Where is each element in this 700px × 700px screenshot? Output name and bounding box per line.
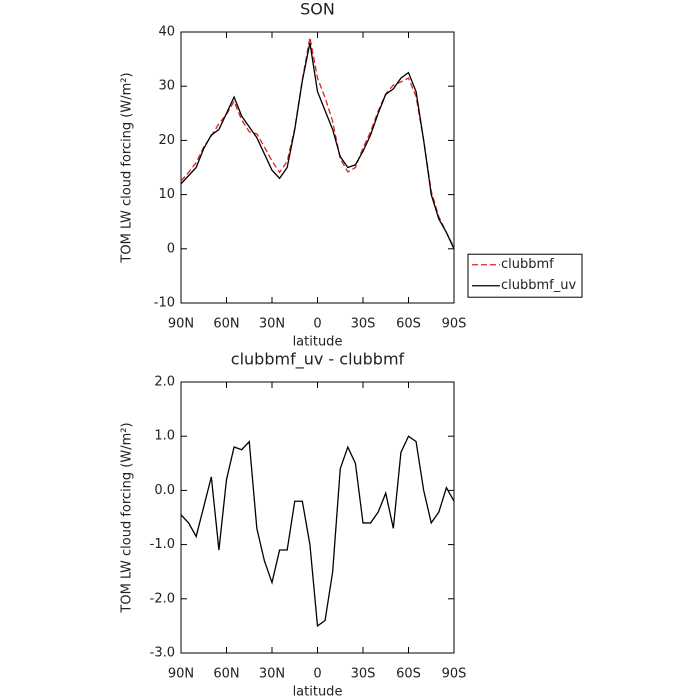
y-tick-label: -2.0 xyxy=(150,591,175,606)
chart-title: SON xyxy=(300,0,335,19)
x-tick-label: 0 xyxy=(313,317,321,332)
y-tick-label: -3.0 xyxy=(150,646,175,661)
x-tick-label: 30N xyxy=(259,317,285,332)
legend-label: clubbmf_uv xyxy=(501,278,576,293)
series-line xyxy=(180,42,455,250)
x-tick-label: 90S xyxy=(442,317,467,332)
x-tick-label: 60S xyxy=(396,317,421,332)
y-tick-label: -1.0 xyxy=(150,537,175,552)
y-tick-label: 40 xyxy=(158,25,175,40)
x-axis-label: latitude xyxy=(293,685,343,700)
series-line xyxy=(180,37,455,249)
plot-frame xyxy=(180,31,455,304)
y-tick-label: 10 xyxy=(158,187,175,202)
x-tick-label: 0 xyxy=(313,667,321,682)
x-tick-label: 60N xyxy=(213,667,239,682)
x-tick-label: 30S xyxy=(351,317,376,332)
series-line xyxy=(180,435,455,628)
x-tick-label: 60N xyxy=(213,317,239,332)
y-tick-label: 20 xyxy=(158,133,175,148)
y-tick-label: -10 xyxy=(154,296,175,311)
x-tick-label: 90N xyxy=(168,317,194,332)
legend-label: clubbmf xyxy=(501,257,554,272)
y-tick-label: 1.0 xyxy=(154,429,175,444)
x-tick-label: 90S xyxy=(442,667,467,682)
x-tick-label: 30S xyxy=(351,667,376,682)
y-tick-label: 0 xyxy=(167,241,175,256)
chart-title: clubbmf_uv - clubbmf xyxy=(231,350,405,370)
x-tick-label: 60S xyxy=(396,667,421,682)
y-tick-label: 0.0 xyxy=(154,483,175,498)
x-tick-label: 90N xyxy=(168,667,194,682)
x-axis-label: latitude xyxy=(293,335,343,350)
y-axis-label: TOM LW cloud forcing (W/m²) xyxy=(120,422,135,613)
x-tick-label: 30N xyxy=(259,667,285,682)
y-tick-label: 2.0 xyxy=(154,375,175,390)
y-axis-label: TOM LW cloud forcing (W/m²) xyxy=(120,72,135,263)
y-tick-label: 30 xyxy=(158,79,175,94)
legend-box xyxy=(467,253,583,298)
